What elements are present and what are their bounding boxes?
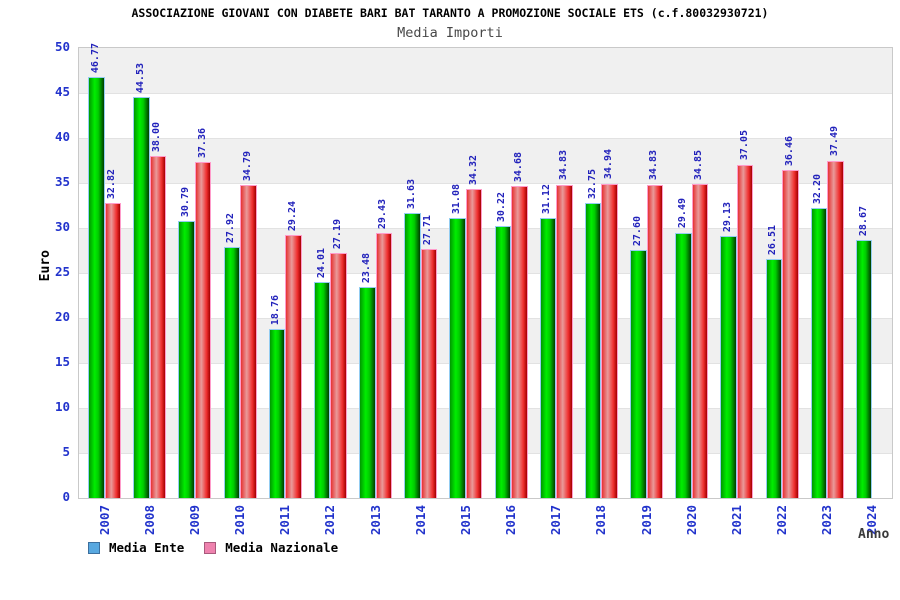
media-ente-swatch-icon — [88, 541, 100, 554]
y-tick-label: 20 — [54, 309, 70, 324]
y-tick-label: 35 — [54, 174, 70, 189]
media-nazionale-swatch-icon — [204, 541, 217, 554]
x-tick-label: 2012 — [322, 505, 338, 536]
page-title: ASSOCIAZIONE GIOVANI CON DIABETE BARI BA… — [131, 6, 769, 20]
bar-media-ente-2017 — [539, 217, 557, 498]
x-tick-label: 2011 — [277, 505, 293, 536]
plot-area — [78, 47, 893, 499]
plot-band — [79, 228, 892, 273]
x-tick-label: 2019 — [638, 505, 654, 536]
plot-band — [79, 408, 892, 453]
x-tick-label: 2014 — [412, 505, 428, 536]
bar-media-nazionale-2012 — [330, 253, 347, 498]
x-tick-label: 2020 — [683, 505, 699, 536]
y-tick-label: 30 — [54, 219, 70, 234]
x-tick-label: 2023 — [819, 505, 835, 536]
gridline — [79, 93, 892, 94]
x-tick-label: 2022 — [774, 505, 789, 536]
legend-label-media-ente: Media Ente — [109, 540, 185, 555]
bar-media-nazionale-2020 — [691, 184, 709, 498]
bar-media-nazionale-2019 — [646, 184, 663, 498]
bar-media-ente-2009 — [178, 220, 195, 498]
bar-media-ente-2016 — [494, 226, 511, 498]
y-axis-title: Euro — [38, 250, 53, 282]
gridline — [79, 453, 892, 454]
bar-media-nazionale-2008 — [149, 156, 167, 498]
y-tick-label: 40 — [54, 129, 70, 144]
bar-media-ente-2010 — [223, 246, 240, 498]
y-tick-label: 0 — [62, 489, 70, 504]
gridline — [79, 408, 892, 409]
plot-band — [79, 273, 892, 318]
gridline — [79, 228, 892, 229]
bar-media-nazionale-2023 — [827, 160, 844, 498]
plot-band — [79, 453, 892, 498]
plot-band — [79, 48, 892, 93]
x-tick-label: 2021 — [728, 505, 744, 536]
legend-item-media-ente: Media Ente — [88, 540, 184, 555]
bar-media-ente-2012 — [313, 281, 331, 498]
bar-media-nazionale-2021 — [736, 164, 754, 498]
gridline — [79, 183, 892, 184]
bar-media-nazionale-2011 — [285, 234, 302, 498]
x-axis-title: Anno — [858, 527, 890, 542]
bar-media-nazionale-2022 — [782, 169, 799, 498]
chart-subtitle: Media Importi — [397, 25, 503, 41]
x-tick-label: 2017 — [548, 505, 564, 536]
bar-media-ente-2015 — [449, 218, 466, 498]
plot-band — [79, 93, 892, 138]
bar-media-nazionale-2014 — [420, 248, 438, 498]
x-tick-label: 2007 — [96, 505, 112, 536]
legend-label-media-nazionale: Media Nazionale — [225, 540, 339, 555]
x-tick-label: 2016 — [503, 505, 518, 536]
bar-media-nazionale-2007 — [104, 202, 121, 498]
y-tick-label: 50 — [54, 39, 70, 54]
bar-media-nazionale-2015 — [465, 189, 483, 498]
x-tick-label: 2015 — [457, 505, 473, 536]
bar-media-nazionale-2016 — [511, 185, 528, 498]
gridline — [79, 273, 892, 274]
bar-media-ente-2023 — [810, 208, 828, 498]
bar-media-ente-2007 — [88, 77, 105, 498]
bar-media-ente-2019 — [630, 249, 647, 498]
bar-media-ente-2011 — [268, 329, 286, 498]
plot-band — [79, 183, 892, 228]
y-tick-label: 5 — [62, 444, 70, 459]
y-tick-label: 15 — [54, 354, 70, 369]
bar-media-ente-2022 — [765, 259, 782, 498]
plot-band — [79, 138, 892, 183]
plot-band — [79, 363, 892, 408]
plot-band — [79, 318, 892, 363]
y-tick-label: 45 — [54, 84, 70, 99]
legend: Media Ente Media Nazionale — [88, 540, 348, 555]
bar-media-ente-2018 — [584, 203, 602, 498]
x-tick-label: 2018 — [593, 505, 609, 536]
bar-media-ente-2008 — [133, 97, 150, 498]
legend-item-media-nazionale: Media Nazionale — [204, 540, 338, 555]
bar-media-nazionale-2013 — [375, 233, 392, 498]
gridline — [79, 318, 892, 319]
bar-media-nazionale-2017 — [556, 184, 573, 498]
bar-media-ente-2024 — [855, 239, 873, 498]
gridline — [79, 363, 892, 364]
x-tick-label: 2013 — [367, 505, 383, 536]
bar-media-ente-2013 — [359, 286, 376, 498]
bar-media-ente-2014 — [404, 213, 421, 498]
bar-media-nazionale-2018 — [601, 183, 618, 498]
bar-media-nazionale-2010 — [240, 184, 257, 498]
bar-media-nazionale-2009 — [194, 161, 212, 498]
gridline — [79, 138, 892, 139]
x-tick-label: 2010 — [232, 505, 247, 536]
y-tick-label: 25 — [54, 264, 70, 279]
x-tick-label: 2008 — [141, 505, 157, 536]
bar-media-ente-2020 — [675, 232, 692, 498]
y-tick-label: 10 — [54, 399, 70, 414]
x-tick-label: 2009 — [186, 505, 202, 536]
bar-media-ente-2021 — [720, 235, 737, 498]
